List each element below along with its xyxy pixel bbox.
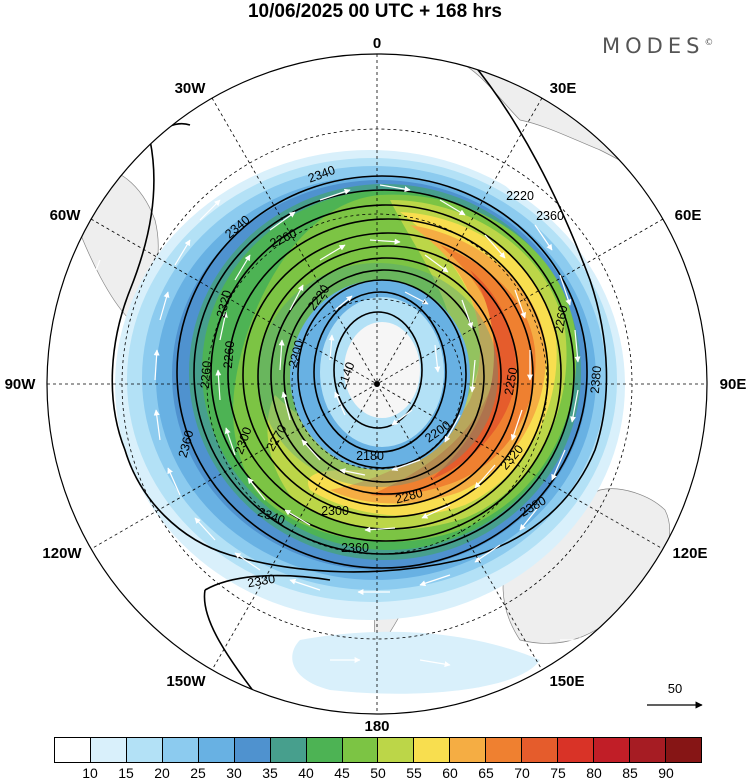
colorbar-swatch (486, 738, 523, 762)
colorbar-swatch (378, 738, 415, 762)
contour-label: 2260 (221, 340, 237, 369)
brand-name: MODES (602, 34, 705, 58)
reference-vector-label: 50 (668, 681, 682, 696)
colorbar-tick-label: 45 (334, 765, 350, 781)
lon-label-180: 180 (364, 718, 389, 735)
brand-logo: MODES© (602, 34, 713, 58)
longitude-labels: 0 30E 60E 90E 120E 150E 180 150W 120W 90… (5, 35, 747, 735)
colorbar-swatch (594, 738, 630, 762)
contour-label: 2360 (341, 541, 369, 555)
lon-label-0: 0 (373, 35, 381, 52)
contour-2360 (176, 175, 588, 569)
lon-label-30e: 30E (550, 80, 577, 97)
colorbar-swatch (90, 738, 127, 762)
contour-label: 2260 (552, 304, 571, 334)
contour-label: 2360 (176, 429, 197, 460)
contour-label: 2200 (286, 339, 307, 370)
colorbar-swatch (522, 738, 559, 762)
lon-label-120w: 120W (42, 545, 82, 562)
lon-label-60w: 60W (50, 207, 82, 224)
lon-label-60e: 60E (675, 207, 702, 224)
colorbar-tick-label: 65 (478, 765, 494, 781)
colorbar-swatch (162, 738, 199, 762)
contour-label: 2320 (214, 289, 235, 320)
contour-label: 2250 (502, 366, 521, 396)
colorbar-tick-label: 40 (298, 765, 314, 781)
contour-label: 2380 (588, 365, 604, 394)
contour-2280 (242, 232, 534, 518)
chart-title: 10/06/2025 00 UTC + 168 hrs (247, 1, 503, 22)
colorbar-swatch (450, 738, 487, 762)
colorbar-swatch (198, 738, 235, 762)
colorbar (54, 737, 702, 763)
colorbar-swatch (55, 738, 91, 762)
reference-vector: 50 (647, 681, 703, 709)
contour-label: 2260 (198, 360, 214, 389)
colorbar-tick-label: 85 (622, 765, 638, 781)
lon-label-120e: 120E (672, 545, 707, 562)
contour-label: 2360 (536, 209, 564, 223)
contour-2180 (313, 291, 447, 453)
colorbar-ticks: 10 15 20 25 30 35 40 45 50 55 60 65 70 75 80 85 90 (0, 765, 750, 782)
wind-inner-10 (344, 322, 420, 418)
colorbar-swatch (558, 738, 595, 762)
wind-band-75 (430, 270, 516, 480)
copyright-mark: © (704, 38, 714, 48)
africa-land (454, 54, 707, 201)
polar-map: 0 30E 60E 90E 120E 150E 180 150W 120W 90… (5, 35, 747, 735)
map-boundary (46, 53, 708, 715)
contour-label: 2180 (356, 449, 384, 463)
colorbar-swatch (342, 738, 379, 762)
wind-band-15-pacific (292, 631, 540, 694)
contour-2260 (257, 245, 519, 507)
contour-2140 (333, 311, 423, 429)
contour-label: 2280 (394, 486, 425, 507)
contour-2200 (297, 279, 467, 469)
colorbar-tick-label: 70 (514, 765, 530, 781)
south-pole-marker (374, 381, 380, 387)
colorbar-tick-label: 30 (226, 765, 242, 781)
lon-label-90w: 90W (5, 376, 37, 393)
lon-label-90e: 90E (720, 376, 747, 393)
colorbar-tick-label: 10 (82, 765, 98, 781)
colorbar-swatch (270, 738, 307, 762)
contour-label: 2300 (321, 504, 349, 518)
contour-label: 2330 (246, 572, 276, 591)
colorbar-tick-label: 20 (154, 765, 170, 781)
colorbar-swatch (234, 738, 271, 762)
colorbar-swatch (306, 738, 343, 762)
colorbar-swatch (126, 738, 163, 762)
colorbar-tick-label: 90 (658, 765, 674, 781)
colorbar-tick-label: 35 (262, 765, 278, 781)
contour-2330 (203, 574, 331, 701)
colorbar-tick-label: 80 (586, 765, 602, 781)
colorbar-tick-label: 75 (550, 765, 566, 781)
contour-2240 (270, 257, 502, 495)
colorbar-tick-label: 25 (190, 765, 206, 781)
colorbar-tick-label: 60 (442, 765, 458, 781)
colorbar-swatch (665, 738, 701, 762)
contour-2320 (210, 204, 562, 542)
lon-label-150w: 150W (166, 673, 206, 690)
colorbar-tick-label: 55 (406, 765, 422, 781)
colorbar-tick-label: 50 (370, 765, 386, 781)
colorbar-swatch (630, 738, 666, 762)
contour-label: 2220 (506, 189, 534, 203)
colorbar-tick-label: 15 (118, 765, 134, 781)
colorbar-swatch (414, 738, 451, 762)
contour-labels: 2140 2180 2200 2200 2220 2220 2250 2260 … (176, 163, 604, 590)
lon-label-30w: 30W (175, 80, 207, 97)
lon-label-150e: 150E (549, 673, 584, 690)
contour-2220 (283, 269, 485, 483)
